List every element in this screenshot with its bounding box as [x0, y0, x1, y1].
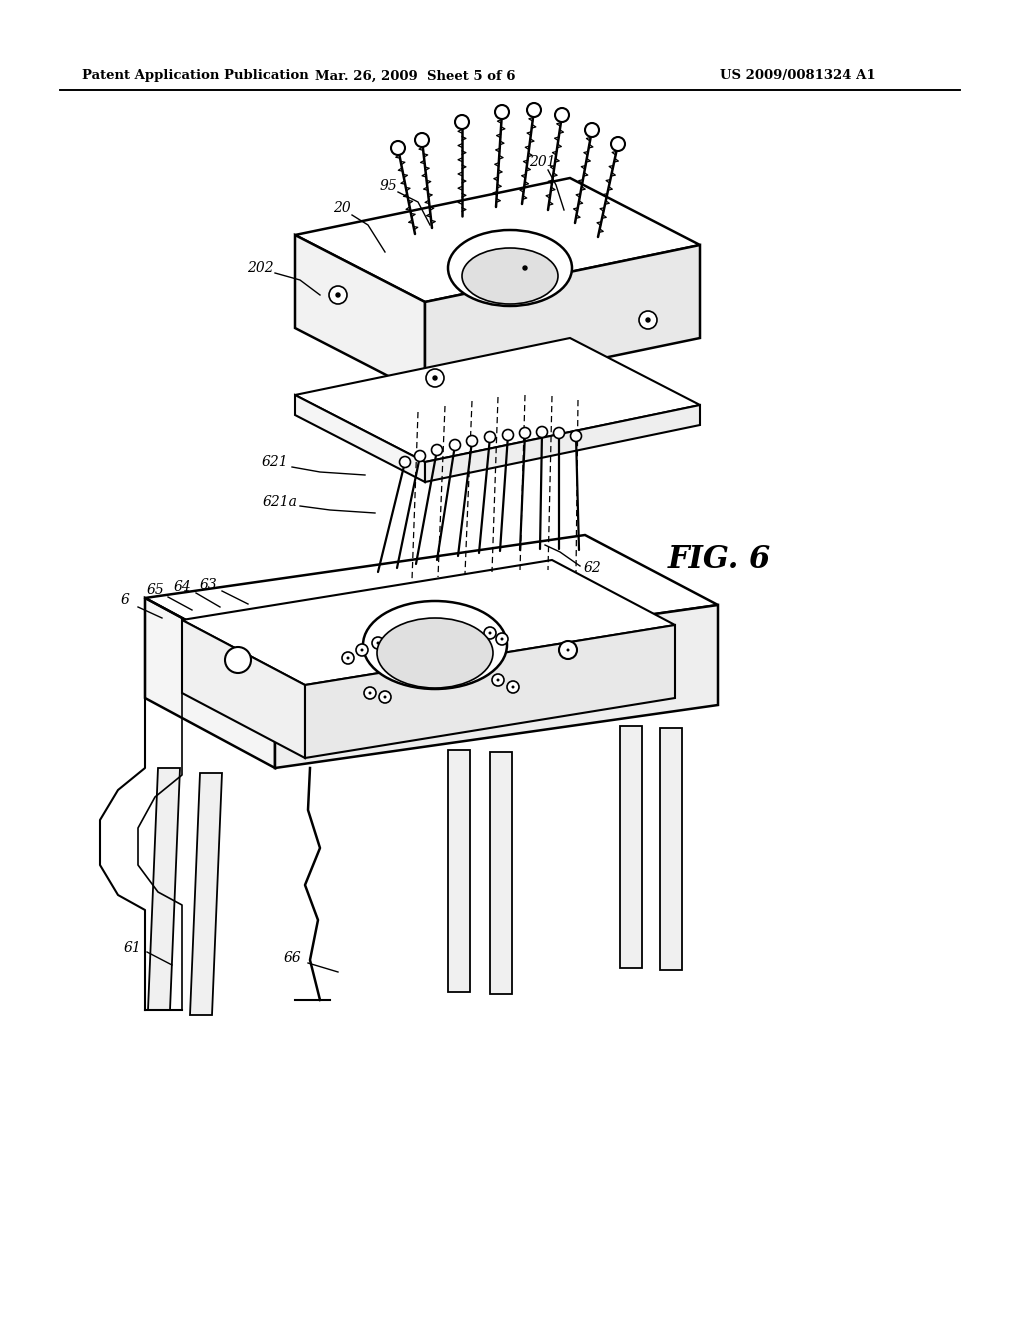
Polygon shape: [295, 338, 700, 462]
Text: 65: 65: [146, 583, 164, 597]
Polygon shape: [295, 395, 425, 482]
Circle shape: [342, 652, 354, 664]
Circle shape: [501, 638, 504, 640]
Circle shape: [554, 428, 564, 438]
Text: US 2009/0081324 A1: US 2009/0081324 A1: [720, 70, 876, 82]
Circle shape: [450, 440, 461, 450]
Circle shape: [523, 267, 527, 271]
Ellipse shape: [377, 618, 493, 688]
Circle shape: [492, 675, 504, 686]
Circle shape: [455, 115, 469, 129]
Text: 6: 6: [121, 593, 129, 607]
Circle shape: [225, 647, 251, 673]
Circle shape: [503, 429, 513, 441]
Circle shape: [496, 634, 508, 645]
Polygon shape: [425, 405, 700, 482]
Circle shape: [611, 137, 625, 150]
Circle shape: [384, 696, 386, 698]
Circle shape: [336, 293, 340, 297]
Polygon shape: [190, 774, 222, 1015]
Circle shape: [484, 432, 496, 442]
Text: FIG. 6: FIG. 6: [668, 544, 771, 576]
Circle shape: [512, 685, 514, 689]
Polygon shape: [295, 235, 425, 395]
Polygon shape: [305, 624, 675, 758]
Circle shape: [372, 638, 384, 649]
Circle shape: [399, 457, 411, 467]
Circle shape: [377, 642, 380, 644]
Polygon shape: [182, 560, 675, 685]
Text: 201: 201: [528, 154, 555, 169]
Circle shape: [527, 103, 541, 117]
Circle shape: [346, 656, 349, 660]
Text: Patent Application Publication: Patent Application Publication: [82, 70, 309, 82]
Circle shape: [585, 123, 599, 137]
Circle shape: [431, 445, 442, 455]
Text: 61: 61: [123, 941, 141, 954]
Text: 95: 95: [379, 180, 397, 193]
Circle shape: [639, 312, 657, 329]
Text: 64: 64: [173, 579, 190, 594]
Circle shape: [329, 286, 347, 304]
Circle shape: [497, 678, 500, 681]
Circle shape: [426, 370, 444, 387]
Text: 62: 62: [583, 561, 601, 576]
Circle shape: [364, 686, 376, 700]
Text: Mar. 26, 2009  Sheet 5 of 6: Mar. 26, 2009 Sheet 5 of 6: [314, 70, 515, 82]
Circle shape: [415, 450, 426, 462]
Polygon shape: [660, 729, 682, 970]
Circle shape: [570, 430, 582, 441]
Text: 202: 202: [247, 261, 273, 275]
Polygon shape: [620, 726, 642, 968]
Text: 66: 66: [283, 950, 301, 965]
Polygon shape: [490, 752, 512, 994]
Polygon shape: [182, 620, 305, 758]
Ellipse shape: [362, 601, 507, 689]
Text: 621a: 621a: [262, 495, 297, 510]
Circle shape: [391, 141, 406, 154]
Ellipse shape: [462, 248, 558, 304]
Polygon shape: [148, 768, 180, 1010]
Polygon shape: [275, 605, 718, 768]
Text: 20: 20: [333, 201, 351, 215]
Circle shape: [433, 376, 437, 380]
Circle shape: [484, 627, 496, 639]
Text: 621: 621: [262, 455, 289, 469]
Circle shape: [566, 648, 569, 652]
Circle shape: [356, 644, 368, 656]
Circle shape: [467, 436, 477, 446]
Circle shape: [555, 108, 569, 121]
Ellipse shape: [449, 230, 572, 306]
Circle shape: [559, 642, 577, 659]
Circle shape: [537, 426, 548, 437]
Text: 63: 63: [199, 578, 217, 591]
Circle shape: [519, 428, 530, 438]
Circle shape: [562, 644, 574, 656]
Circle shape: [488, 631, 492, 635]
Circle shape: [507, 681, 519, 693]
Circle shape: [415, 133, 429, 147]
Polygon shape: [425, 246, 700, 395]
Polygon shape: [449, 750, 470, 993]
Polygon shape: [295, 178, 700, 302]
Polygon shape: [145, 598, 275, 768]
Polygon shape: [145, 535, 718, 668]
Circle shape: [379, 690, 391, 704]
Circle shape: [369, 692, 372, 694]
Circle shape: [495, 106, 509, 119]
Circle shape: [516, 259, 534, 277]
Circle shape: [360, 648, 364, 652]
Circle shape: [646, 318, 650, 322]
